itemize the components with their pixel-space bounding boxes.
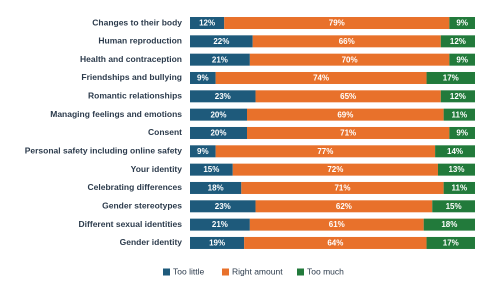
value-label: 79% bbox=[329, 19, 345, 28]
bar-segment bbox=[249, 53, 450, 66]
value-label: 22% bbox=[213, 37, 229, 46]
bar-segment bbox=[244, 236, 427, 249]
value-label: 9% bbox=[197, 74, 209, 83]
bar-segment bbox=[232, 163, 438, 176]
value-label: 9% bbox=[456, 55, 468, 64]
value-label: 77% bbox=[317, 147, 333, 156]
value-label: 12% bbox=[199, 19, 215, 28]
value-label: 18% bbox=[208, 184, 224, 193]
category-label: Gender identity bbox=[120, 237, 183, 247]
bar-segment bbox=[190, 53, 250, 66]
bar-segment bbox=[190, 200, 256, 213]
value-label: 9% bbox=[456, 129, 468, 138]
bar-segment bbox=[252, 35, 441, 48]
bar-segment bbox=[255, 90, 441, 103]
bar-segment bbox=[435, 145, 475, 158]
bar-segment bbox=[249, 218, 424, 231]
bar-segment bbox=[215, 71, 427, 84]
category-label: Romantic relationships bbox=[88, 91, 182, 101]
value-label: 65% bbox=[340, 92, 356, 101]
value-label: 20% bbox=[210, 129, 226, 138]
value-label: 69% bbox=[337, 110, 353, 119]
bar-segment bbox=[440, 90, 475, 103]
legend-label: Too little bbox=[173, 266, 204, 276]
category-label: Human reproduction bbox=[98, 36, 182, 46]
value-label: 11% bbox=[452, 184, 468, 193]
legend-label: Too much bbox=[307, 266, 344, 276]
value-label: 14% bbox=[447, 147, 463, 156]
bar-segment bbox=[247, 126, 450, 139]
bar-segment bbox=[426, 236, 475, 249]
bar-segment bbox=[423, 218, 475, 231]
bar-segment bbox=[190, 71, 216, 84]
category-label: Changes to their body bbox=[92, 17, 182, 27]
value-label: 71% bbox=[334, 184, 350, 193]
value-label: 19% bbox=[209, 239, 225, 248]
value-label: 11% bbox=[452, 110, 468, 119]
bar-segment bbox=[190, 126, 247, 139]
bar-segment bbox=[190, 35, 253, 48]
bar-segment bbox=[190, 145, 216, 158]
value-label: 15% bbox=[203, 165, 219, 174]
bar-segment bbox=[440, 35, 475, 48]
bar-segment bbox=[247, 108, 444, 121]
bar-segment bbox=[190, 181, 242, 194]
bar-segment bbox=[215, 145, 436, 158]
bar-segment bbox=[443, 181, 475, 194]
value-label: 64% bbox=[327, 239, 343, 248]
value-label: 13% bbox=[448, 165, 464, 174]
bar-segment bbox=[426, 71, 475, 84]
legend-swatch bbox=[297, 268, 304, 276]
bar-segment bbox=[432, 200, 475, 213]
bar-segment bbox=[443, 108, 475, 121]
category-label: Personal safety including online safety bbox=[25, 146, 183, 156]
value-label: 17% bbox=[443, 239, 459, 248]
value-label: 17% bbox=[443, 74, 459, 83]
value-label: 62% bbox=[336, 202, 352, 211]
legend-swatch bbox=[163, 268, 170, 276]
bar-segment bbox=[437, 163, 475, 176]
value-label: 9% bbox=[456, 19, 468, 28]
category-label: Your identity bbox=[131, 164, 183, 174]
category-label: Gender stereotypes bbox=[102, 201, 182, 211]
category-label: Celebrating differences bbox=[88, 182, 183, 192]
value-label: 12% bbox=[450, 92, 466, 101]
bar-segment bbox=[190, 17, 225, 29]
value-label: 74% bbox=[313, 74, 329, 83]
value-label: 61% bbox=[329, 220, 345, 229]
bar-segment bbox=[255, 200, 433, 213]
category-label: Consent bbox=[148, 127, 182, 137]
value-label: 15% bbox=[446, 202, 462, 211]
value-label: 23% bbox=[215, 92, 231, 101]
value-label: 66% bbox=[339, 37, 355, 46]
bar-segment bbox=[241, 181, 444, 194]
bar-segment bbox=[190, 163, 233, 176]
value-label: 21% bbox=[212, 55, 228, 64]
bar-segment bbox=[449, 53, 475, 66]
value-label: 18% bbox=[441, 220, 457, 229]
bar-segment bbox=[190, 218, 250, 231]
value-label: 9% bbox=[197, 147, 209, 156]
bar-segment bbox=[449, 126, 475, 139]
value-label: 72% bbox=[327, 165, 343, 174]
category-label: Managing feelings and emotions bbox=[50, 109, 182, 119]
value-label: 20% bbox=[210, 110, 226, 119]
bar-segment bbox=[190, 108, 247, 121]
category-label: Friendships and bullying bbox=[81, 72, 182, 82]
value-label: 71% bbox=[340, 129, 356, 138]
legend-label: Right amount bbox=[232, 266, 283, 276]
value-label: 12% bbox=[450, 37, 466, 46]
value-label: 23% bbox=[215, 202, 231, 211]
bar-segment bbox=[190, 236, 245, 249]
value-label: 21% bbox=[212, 220, 228, 229]
category-label: Different sexual identities bbox=[79, 219, 183, 229]
bar-segment bbox=[449, 17, 475, 29]
value-label: 70% bbox=[342, 55, 358, 64]
bar-segment bbox=[190, 90, 256, 103]
category-label: Health and contraception bbox=[80, 54, 182, 64]
legend-swatch bbox=[222, 268, 229, 276]
bar-segment bbox=[224, 17, 450, 29]
